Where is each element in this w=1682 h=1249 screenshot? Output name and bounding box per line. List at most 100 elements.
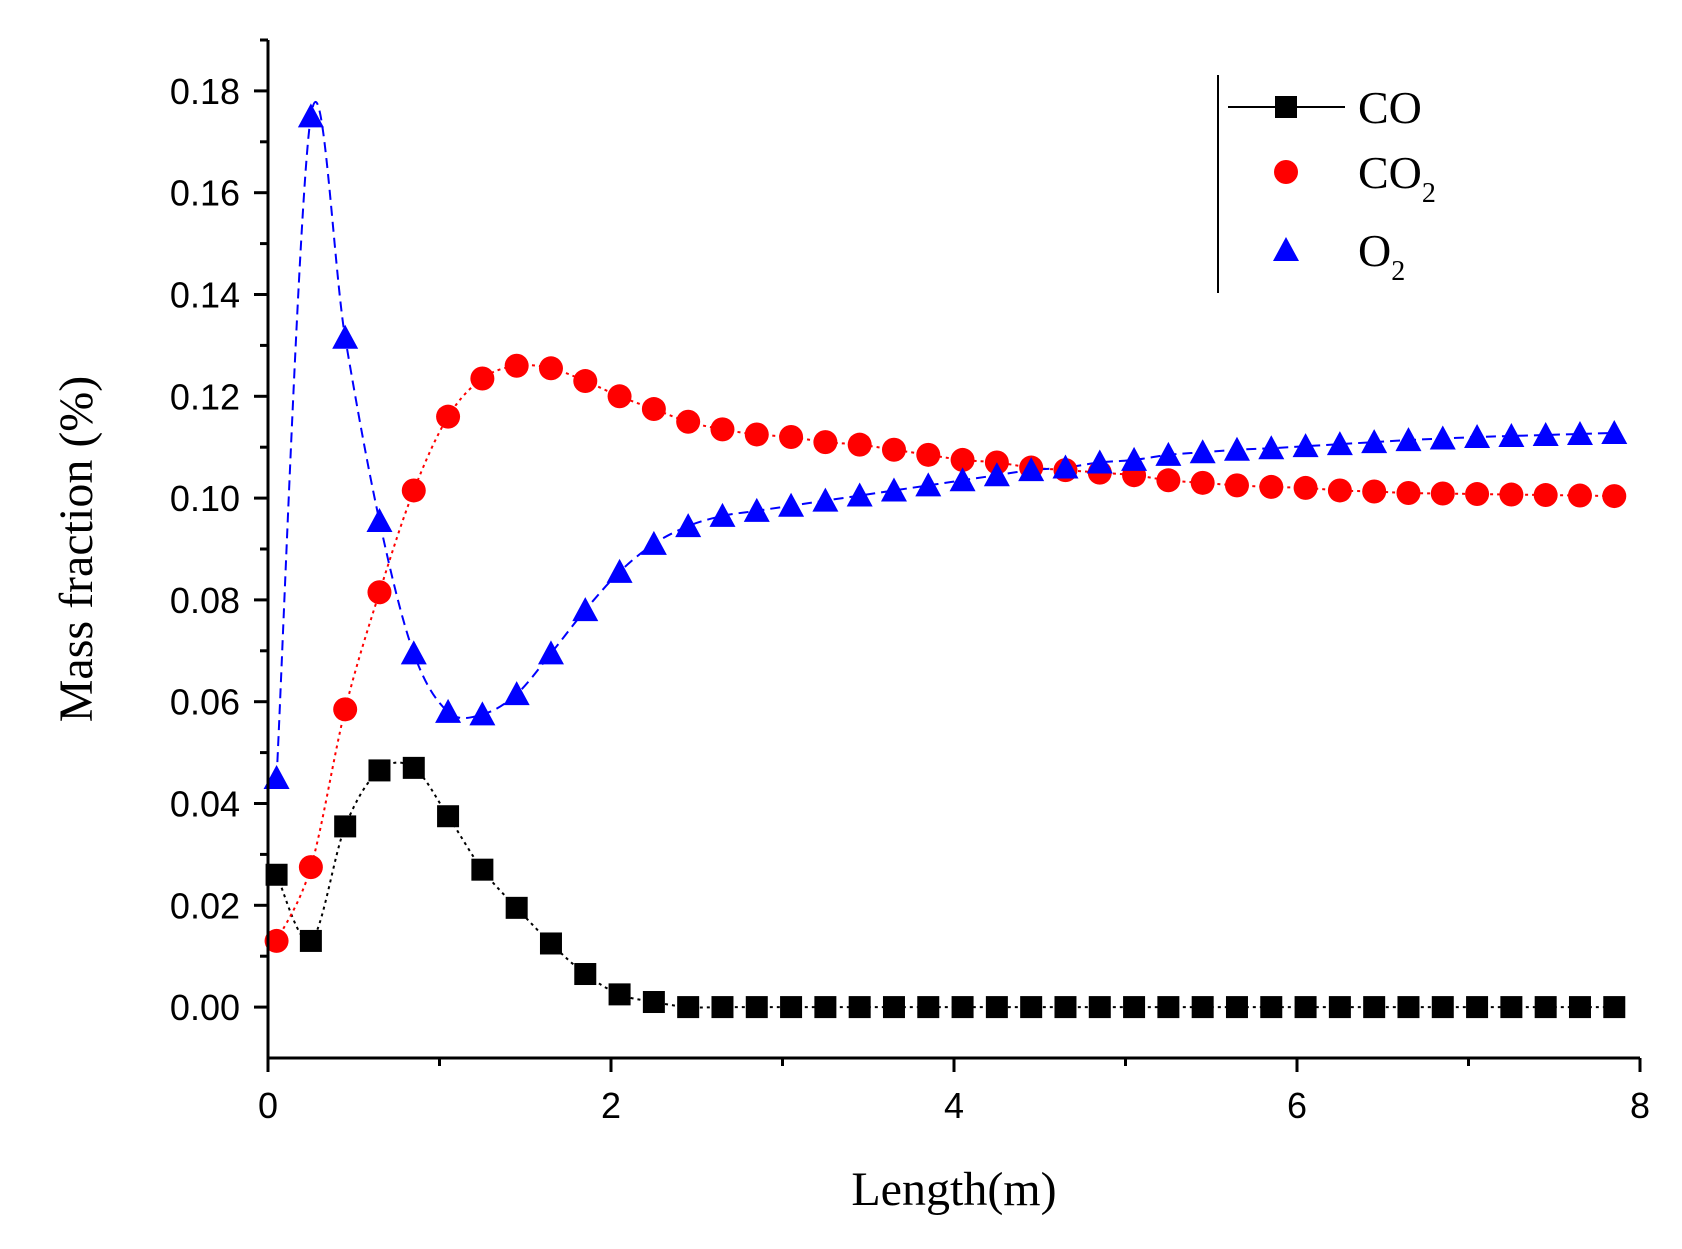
data-point-co — [265, 863, 288, 886]
y-tick-label: 0.02 — [170, 885, 240, 926]
y-tick-label: 0.10 — [170, 478, 240, 519]
data-point-o2 — [709, 502, 736, 527]
data-point-co — [677, 996, 700, 1019]
data-point-co2 — [1465, 482, 1490, 507]
data-point-co — [1431, 996, 1454, 1019]
x-tick-label: 2 — [601, 1085, 621, 1126]
data-point-o2 — [846, 482, 873, 507]
data-point-co — [402, 756, 425, 779]
axis-ticks: 0 2 4 6 8 0.00 0.02 0.04 0.06 0.08 0.10 0.12 0.14 0.1… — [170, 38, 1650, 1126]
data-point-o2 — [812, 487, 839, 512]
data-point-co2 — [504, 353, 529, 378]
data-point-o2 — [675, 513, 702, 538]
data-point-co — [471, 858, 494, 881]
data-point-o2 — [1395, 427, 1422, 452]
legend-label-co: CO — [1358, 82, 1422, 133]
data-point-o2 — [743, 497, 770, 522]
data-point-o2 — [983, 462, 1010, 487]
y-tick-label: 0.18 — [170, 71, 240, 112]
data-point-o2 — [537, 640, 564, 665]
data-point-co2 — [1430, 481, 1455, 506]
data-point-co2 — [881, 437, 906, 462]
data-point-o2 — [1532, 421, 1559, 446]
data-point-o2 — [1464, 424, 1491, 449]
data-point-o2 — [1326, 431, 1353, 456]
data-point-co2 — [1567, 483, 1592, 508]
legend-subscript: 2 — [1391, 256, 1405, 287]
legend-marker-co — [1275, 96, 1297, 118]
data-point-co — [745, 996, 768, 1019]
data-point-co — [1260, 996, 1283, 1019]
data-point-co — [1466, 996, 1489, 1019]
data-point-o2 — [572, 597, 599, 622]
legend-label-o2: O2 — [1358, 225, 1405, 287]
data-point-co — [1500, 996, 1523, 1019]
y-axis-title: Mass fraction (%) — [50, 376, 103, 723]
data-point-co2 — [847, 432, 872, 457]
data-point-co2 — [1293, 475, 1318, 500]
data-point-co2 — [813, 430, 838, 455]
legend-marker-co2 — [1274, 160, 1298, 184]
data-point-co2 — [916, 442, 941, 467]
data-point-o2 — [1223, 436, 1250, 461]
data-point-o2 — [1121, 446, 1148, 471]
data-point-o2 — [400, 640, 427, 665]
series-line-o2 — [275, 101, 1615, 779]
data-point-o2 — [1155, 441, 1182, 466]
data-point-co — [437, 805, 460, 828]
data-point-co — [1363, 996, 1386, 1019]
data-point-co — [882, 996, 905, 1019]
data-point-o2 — [1086, 449, 1113, 474]
data-point-co — [574, 963, 597, 986]
legend-marker-o2 — [1273, 237, 1299, 261]
data-point-co2 — [538, 356, 563, 381]
data-point-co2 — [641, 397, 666, 422]
data-point-co — [1088, 996, 1111, 1019]
y-tick-label: 0.16 — [170, 173, 240, 214]
data-point-co — [1603, 996, 1626, 1019]
legend-label-co2: CO2 — [1358, 147, 1436, 209]
data-point-co — [1225, 996, 1248, 1019]
data-point-co — [539, 932, 562, 955]
y-tick-label: 0.08 — [170, 580, 240, 621]
x-tick-label: 4 — [944, 1085, 964, 1126]
data-point-co — [711, 996, 734, 1019]
data-point-co — [642, 991, 665, 1014]
data-point-co2 — [573, 369, 598, 394]
data-point-o2 — [1018, 457, 1045, 482]
data-point-o2 — [1258, 435, 1285, 460]
data-point-co2 — [264, 928, 289, 953]
data-point-co — [917, 996, 940, 1019]
data-point-o2 — [880, 477, 907, 502]
data-point-co2 — [1224, 473, 1249, 498]
data-point-co2 — [950, 447, 975, 472]
series-line-co2 — [275, 364, 1615, 942]
y-tick-label: 0.00 — [170, 987, 240, 1028]
data-point-o2 — [1361, 429, 1388, 454]
data-point-o2 — [1189, 439, 1216, 464]
legend-subscript: 2 — [1422, 178, 1436, 209]
data-point-co — [1534, 996, 1557, 1019]
data-point-o2 — [1601, 419, 1628, 444]
data-point-co — [1294, 996, 1317, 1019]
data-point-co2 — [1362, 479, 1387, 504]
legend: CO CO2 O2 — [1217, 75, 1436, 293]
data-point-co — [1020, 996, 1043, 1019]
data-point-o2 — [366, 508, 393, 533]
data-point-o2 — [1498, 423, 1525, 448]
data-point-o2 — [949, 467, 976, 492]
data-point-o2 — [915, 472, 942, 497]
y-tick-label: 0.06 — [170, 682, 240, 723]
data-point-co — [1328, 996, 1351, 1019]
data-point-co — [299, 929, 322, 952]
data-point-o2 — [332, 324, 359, 349]
data-point-co — [814, 996, 837, 1019]
data-point-o2 — [1052, 454, 1079, 479]
data-point-co2 — [367, 580, 392, 605]
data-point-o2 — [1292, 433, 1319, 458]
data-point-co2 — [1602, 484, 1627, 509]
data-point-co2 — [676, 409, 701, 434]
x-tick-label: 8 — [1630, 1085, 1650, 1126]
data-point-o2 — [469, 701, 496, 726]
